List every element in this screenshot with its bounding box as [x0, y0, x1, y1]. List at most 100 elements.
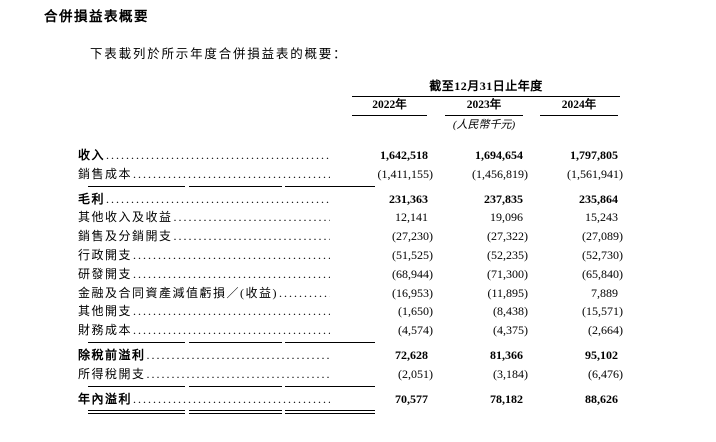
value-2023: (8,438) [493, 304, 528, 319]
value-2022: 12,141 [395, 210, 428, 225]
row-label: 所得稅開支 [78, 366, 146, 381]
dot-leader [132, 165, 330, 184]
rule-2024 [285, 385, 375, 387]
row-label-cell: 年內溢利 [78, 390, 330, 409]
column-rule-row [0, 185, 716, 187]
value-2023: (3,184) [493, 366, 528, 381]
table-row: 銷售成本 (1,411,155) (1,456,819) (1,561,941) [0, 165, 716, 184]
row-label: 收入 [78, 148, 106, 162]
value-2022: (68,944) [392, 266, 433, 281]
dot-leader [132, 246, 330, 265]
value-2024: (6,476) [588, 366, 623, 381]
dot-leader [105, 190, 330, 209]
row-label-cell: 銷售及分銷開支 [78, 227, 330, 246]
value-2024: (52,730) [582, 247, 623, 262]
value-2022: (51,525) [392, 247, 433, 262]
value-2022: 72,628 [395, 347, 428, 362]
value-2024: (2,664) [588, 323, 623, 338]
income-statement-table: 截至12月31日止年度 2022年 2023年 2024年 (人民幣千元) 收入… [0, 79, 716, 415]
value-2024: 1,797,805 [570, 148, 618, 162]
value-2024: (27,089) [582, 229, 623, 244]
value-2023: (11,895) [487, 285, 528, 300]
table-row: 毛利 231,363 237,835 235,864 [0, 190, 716, 209]
row-label: 研發開支 [78, 266, 133, 281]
period-header: 截至12月31日止年度 [352, 79, 620, 97]
dot-leader [173, 227, 330, 246]
table-row: 財務成本 (4,574) (4,375) (2,664) [0, 321, 716, 340]
value-2023: (71,300) [487, 266, 528, 281]
dot-leader [132, 390, 330, 409]
rule-2023 [189, 185, 282, 187]
column-rule-row [0, 385, 716, 387]
table-row: 其他收入及收益 12,141 19,096 15,243 [0, 208, 716, 227]
column-header-2023: 2023年 [445, 99, 523, 116]
rule-2023 [189, 385, 282, 387]
table-row: 收入 1,642,518 1,694,654 1,797,805 [0, 146, 716, 165]
column-rule-row [0, 341, 716, 343]
row-label-cell: 行政開支 [78, 246, 330, 265]
row-label-cell: 所得稅開支 [78, 365, 330, 384]
value-2023: 19,096 [490, 210, 523, 225]
row-label-cell: 毛利 [78, 190, 330, 209]
row-label-cell: 收入 [78, 146, 330, 165]
value-2024: 95,102 [585, 347, 618, 362]
row-label: 除稅前溢利 [78, 347, 146, 362]
value-2023: (52,235) [487, 247, 528, 262]
dot-leader [278, 284, 330, 303]
row-label-cell: 金融及合同資產減值虧損／(收益) [78, 284, 330, 303]
table-row: 銷售及分銷開支 (27,230) (27,322) (27,089) [0, 227, 716, 246]
value-2024: 88,626 [585, 391, 618, 406]
dot-leader [146, 346, 330, 365]
row-label: 銷售及分銷開支 [78, 229, 173, 244]
dot-leader [173, 208, 330, 227]
rule-2024 [285, 410, 375, 415]
rule-2023 [189, 341, 282, 343]
row-label-cell: 其他開支 [78, 302, 330, 321]
rule-2024 [285, 185, 375, 187]
table-row: 其他開支 (1,650) (8,438) (15,571) [0, 302, 716, 321]
row-label-cell: 除稅前溢利 [78, 346, 330, 365]
dot-leader [132, 302, 330, 321]
value-2024: 15,243 [585, 210, 618, 225]
year-columns-row: 2022年 2023年 2024年 [0, 99, 716, 116]
row-label: 其他收入及收益 [78, 210, 173, 225]
value-2023: 237,835 [484, 191, 523, 206]
table-row: 研發開支 (68,944) (71,300) (65,840) [0, 265, 716, 284]
value-2022: 1,642,518 [380, 148, 428, 162]
row-label: 財務成本 [78, 323, 133, 338]
table-row: 年內溢利 70,577 78,182 88,626 [0, 390, 716, 409]
value-2022: (1,650) [398, 304, 433, 319]
dot-leader [105, 146, 330, 165]
rule-2023 [189, 410, 282, 415]
rule-2022 [88, 410, 185, 415]
value-2022: (1,411,155) [377, 166, 433, 181]
value-2022: 231,363 [389, 191, 428, 206]
value-2023: (4,375) [493, 323, 528, 338]
value-2022: (16,953) [392, 285, 433, 300]
dot-leader [132, 265, 330, 284]
value-2024: 7,889 [591, 285, 618, 300]
value-2023: 78,182 [490, 391, 523, 406]
row-label-cell: 銷售成本 [78, 165, 330, 184]
row-label-cell: 財務成本 [78, 321, 330, 340]
unit-note-row: (人民幣千元) [0, 119, 716, 132]
table-row: 行政開支 (51,525) (52,235) (52,730) [0, 246, 716, 265]
table-row: 除稅前溢利 72,628 81,366 95,102 [0, 346, 716, 365]
table-row: 金融及合同資產減值虧損／(收益) (16,953) (11,895) 7,889 [0, 284, 716, 303]
value-2022: (27,230) [392, 229, 433, 244]
dot-leader [132, 321, 330, 340]
dot-leader [146, 365, 330, 384]
value-2024: (65,840) [582, 266, 623, 281]
table-body: 收入 1,642,518 1,694,654 1,797,805 銷售成本 (1… [0, 146, 716, 415]
row-label-cell: 其他收入及收益 [78, 208, 330, 227]
rule-2022 [88, 341, 185, 343]
value-2023: 81,366 [490, 347, 523, 362]
page-title: 合併損益表概要 [44, 9, 149, 24]
value-2023: (27,322) [487, 229, 528, 244]
value-2024: (1,561,941) [567, 166, 623, 181]
intro-text: 下表載列於所示年度合併損益表的概要： [90, 47, 348, 61]
value-2022: (2,051) [398, 366, 433, 381]
value-2024: 235,864 [579, 191, 618, 206]
value-2023: 1,694,654 [475, 148, 523, 162]
